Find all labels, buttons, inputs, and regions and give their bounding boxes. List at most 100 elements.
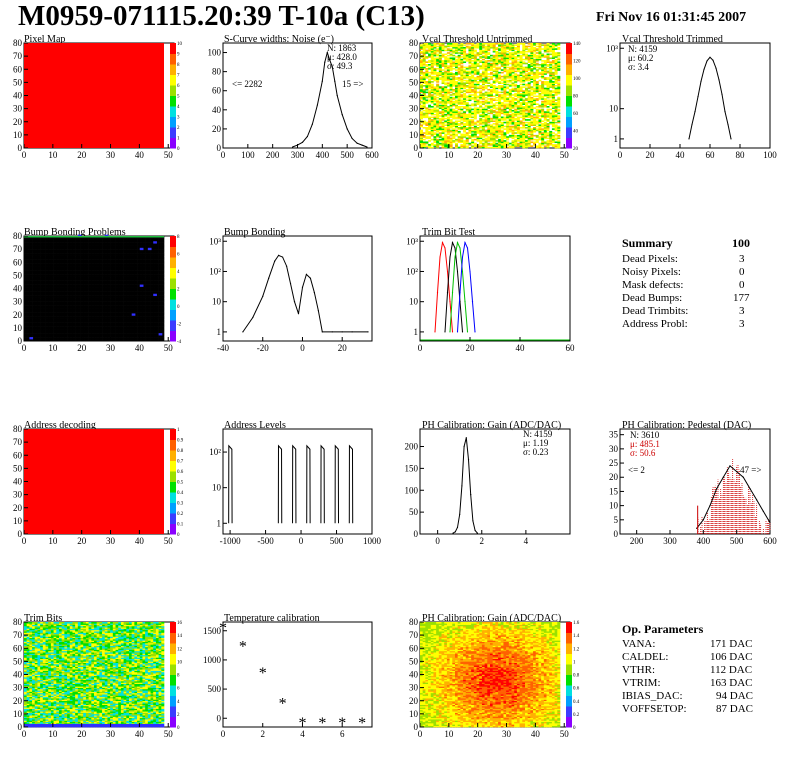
y-tick-label: 60 [13,64,23,74]
z-scale-segment [170,246,176,258]
x-tick-label: 50 [560,729,570,739]
chart-vcal-untrimmed: Vcal Threshold Untrimmed2040608010012014… [409,34,581,160]
x-tick-label: 600 [763,536,777,546]
summary-label: Dead Bumps: [622,292,683,304]
y-tick-label: 10 [609,501,619,511]
plot-frame [222,428,373,535]
data-point [321,331,323,333]
data-point [729,465,731,467]
data-point [439,256,441,258]
y-tick-label: 100 [405,485,419,495]
op-parameter-value: 87 DAC [716,703,753,715]
z-tick-label: 7 [177,74,180,79]
z-tick-label: 0.9 [177,439,184,444]
stat-label: μ: 428.0 [327,52,357,62]
y-tick-label: 40 [13,477,23,487]
gain-histogram [452,437,478,534]
data-point [694,111,696,113]
data-point [703,68,705,70]
y-tick-label: 100 [208,48,222,58]
x-tick-label: 30 [106,729,116,739]
y-tick-label: 30 [409,104,419,114]
z-scale-segment [170,299,176,310]
temperature-point: * [318,715,326,732]
z-scale-segment [566,622,572,633]
y-tick-label: 50 [409,507,419,517]
z-scale-segment [170,695,176,707]
z-scale-segment [170,43,176,54]
summary-value: 0 [739,279,745,291]
x-tick-label: 300 [291,150,305,160]
y-tick-label: 50 [13,77,23,87]
data-point [341,113,343,116]
dead-bump-marker [153,241,157,244]
plot-frame [419,428,571,535]
z-tick-label: 0 [177,147,180,152]
data-point [334,80,336,82]
stat-label: N: 4159 [628,44,658,54]
dead-bump-marker [147,247,152,251]
data-point [454,531,456,533]
data-point [724,111,726,113]
z-scale-segment [170,513,176,524]
data-point [351,331,353,333]
address-peak [306,444,311,524]
temperature-point: * [239,639,247,656]
z-scale-segment [170,278,176,289]
z-tick-label: 0 [573,726,576,731]
chart-ph-pedestal: PH Calibration: Pedestal (DAC)200 300 400 5… [609,420,777,546]
x-tick-label: 20 [77,729,87,739]
z-tick-label: -2 [177,323,182,328]
data-point [278,254,280,257]
underflow-label: <= 2 [628,465,645,475]
z-scale-segment [170,320,176,331]
x-tick-label: 4 [524,536,529,546]
data-point [336,94,338,97]
x-tick-label: 60 [566,343,576,353]
plot-frame [619,42,771,149]
chart-bump-bonding: Bump Bonding -40 -20 0 20 1 10 10² 10³ [209,227,373,353]
stat-label: μ: 60.2 [628,53,653,63]
x-tick-label: 20 [473,150,483,160]
pedestal-histogram [696,465,771,529]
op-parameters-title: Op. Parameters [622,622,704,636]
data-point [470,494,472,496]
x-tick-label: 0 [221,150,226,160]
y-tick-label: 10 [13,516,23,526]
z-tick-label: 4 [177,700,180,705]
op-parameter-label: VOFFSETOP: [622,703,687,715]
z-scale-segment [566,664,572,675]
z-scale-segment [170,716,176,728]
data-point [461,485,463,487]
x-tick-label: 10 [444,150,454,160]
z-tick-label: 20 [573,147,579,152]
z-tick-label: 0.2 [573,713,580,718]
z-scale-segment [170,330,176,342]
data-point [293,301,296,303]
y-tick-label: 10² [406,266,418,276]
chart-title: Vcal Threshold Untrimmed [422,34,532,45]
address-peak [228,444,233,524]
y-tick-label: 0 [18,336,23,346]
z-scale-segment [170,116,176,128]
z-scale-segment [170,267,176,279]
data-point [461,331,464,333]
data-point [311,123,313,125]
z-tick-label: 12 [177,647,183,652]
z-tick-label: 6 [177,84,180,89]
y-tick-label: 0 [414,529,419,539]
data-point [476,532,478,534]
z-tick-label: 10 [177,660,183,665]
op-parameters-panel: Op. Parameters VANA: 171 DAC CALDEL: 106… [622,622,772,722]
data-point [762,510,764,512]
summary-value: 0 [739,266,745,278]
data-point [321,80,323,82]
y-tick-label: 200 [405,442,419,452]
data-point [289,282,292,285]
z-scale-segment [566,95,572,107]
y-tick-label: 10 [13,130,23,140]
summary-panel: Summary 100 Dead Pixels: 3 Noisy Pixels:… [620,236,760,336]
z-scale-segment [170,429,176,440]
x-tick-label: 400 [697,536,711,546]
data-point [749,487,751,490]
